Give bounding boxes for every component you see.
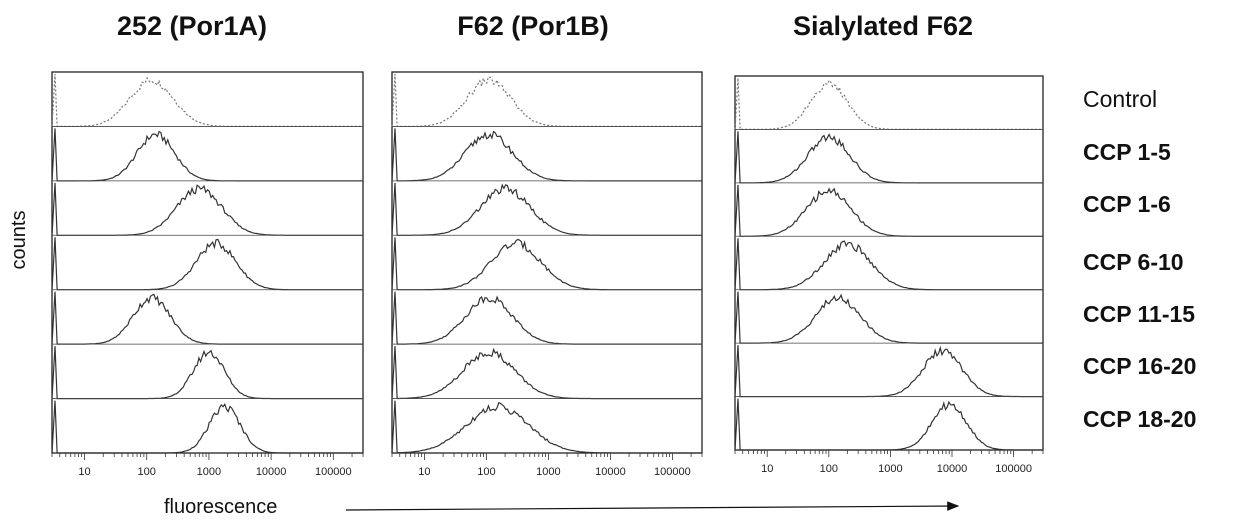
row-label-ccp-18-20: CCP 18-20 bbox=[1083, 406, 1196, 432]
row-label-ccp-1-6: CCP 1-6 bbox=[1083, 191, 1171, 217]
row-label-ccp-1-5: CCP 1-5 bbox=[1083, 139, 1171, 165]
histogram-ccp-1-6 bbox=[734, 184, 1043, 237]
histogram-ccp-1-6 bbox=[391, 182, 702, 236]
histogram-control bbox=[51, 73, 363, 127]
tick-label: 1000 bbox=[536, 466, 560, 478]
histogram-ccp-1-5 bbox=[734, 131, 1043, 184]
panel-sialylated-f62: Sialylated F62 10 100 1000 10000 100000 bbox=[734, 11, 1044, 475]
tick-label: 100000 bbox=[315, 466, 352, 478]
histogram-ccp-18-20 bbox=[734, 398, 1043, 451]
histogram-ccp-6-10 bbox=[51, 237, 363, 291]
panel-252-por1a: 252 (Por1A) 10 100 1000 10000 100000 bbox=[51, 11, 364, 478]
x-axis-ticks: 10 100 1000 10000 100000 bbox=[734, 450, 1044, 475]
tick-label: 100 bbox=[820, 463, 838, 475]
panel-title: F62 (Por1B) bbox=[457, 11, 609, 41]
histogram-control bbox=[391, 73, 702, 127]
panel-title: 252 (Por1A) bbox=[117, 11, 267, 41]
panel-f62-por1b: F62 (Por1B) 10 100 1000 10000 100000 bbox=[391, 11, 703, 478]
tick-label: 10 bbox=[418, 466, 430, 478]
histogram-ccp-1-5 bbox=[391, 128, 702, 182]
tick-label: 10000 bbox=[595, 466, 626, 478]
row-label-ccp-11-15: CCP 11-15 bbox=[1083, 301, 1195, 327]
plot-frame bbox=[734, 75, 1044, 451]
tick-label: 100 bbox=[477, 466, 495, 478]
histogram-ccp-18-20 bbox=[391, 400, 702, 454]
y-axis-label: counts bbox=[8, 211, 30, 270]
x-axis-ticks: 10 100 1000 10000 100000 bbox=[51, 453, 364, 478]
histogram-ccp-1-6 bbox=[51, 182, 363, 236]
row-labels: Control CCP 1-5 CCP 1-6 CCP 6-10 CCP 11-… bbox=[1083, 86, 1196, 432]
tick-label: 10000 bbox=[937, 463, 968, 475]
tick-label: 1000 bbox=[197, 466, 221, 478]
row-label-ccp-6-10: CCP 6-10 bbox=[1083, 249, 1184, 275]
histogram-ccp-16-20 bbox=[734, 345, 1043, 398]
panel-title: Sialylated F62 bbox=[793, 11, 973, 41]
histogram-ccp-6-10 bbox=[391, 237, 702, 291]
row-label-ccp-16-20: CCP 16-20 bbox=[1083, 353, 1196, 379]
tick-label: 10 bbox=[78, 466, 90, 478]
histogram-ccp-16-20 bbox=[51, 346, 363, 400]
plot-frame bbox=[51, 71, 364, 454]
tick-label: 100 bbox=[138, 466, 156, 478]
histogram-ccp-16-20 bbox=[391, 346, 702, 400]
plot-frame bbox=[391, 71, 703, 454]
histogram-ccp-18-20 bbox=[51, 400, 363, 454]
x-axis-ticks: 10 100 1000 10000 100000 bbox=[391, 453, 703, 478]
row-label-control: Control bbox=[1083, 86, 1157, 112]
histogram-control bbox=[734, 77, 1043, 130]
x-axis-arrow bbox=[345, 501, 960, 511]
tick-label: 10 bbox=[761, 463, 773, 475]
tick-label: 100000 bbox=[995, 463, 1032, 475]
histogram-ccp-6-10 bbox=[734, 238, 1043, 291]
histogram-ccp-11-15 bbox=[734, 291, 1043, 344]
tick-label: 10000 bbox=[256, 466, 287, 478]
histogram-ccp-11-15 bbox=[391, 291, 702, 345]
histogram-ccp-1-5 bbox=[51, 128, 363, 182]
histogram-ccp-11-15 bbox=[51, 291, 363, 345]
tick-label: 1000 bbox=[878, 463, 902, 475]
tick-label: 100000 bbox=[654, 466, 691, 478]
x-axis-label: fluorescence bbox=[164, 496, 277, 518]
